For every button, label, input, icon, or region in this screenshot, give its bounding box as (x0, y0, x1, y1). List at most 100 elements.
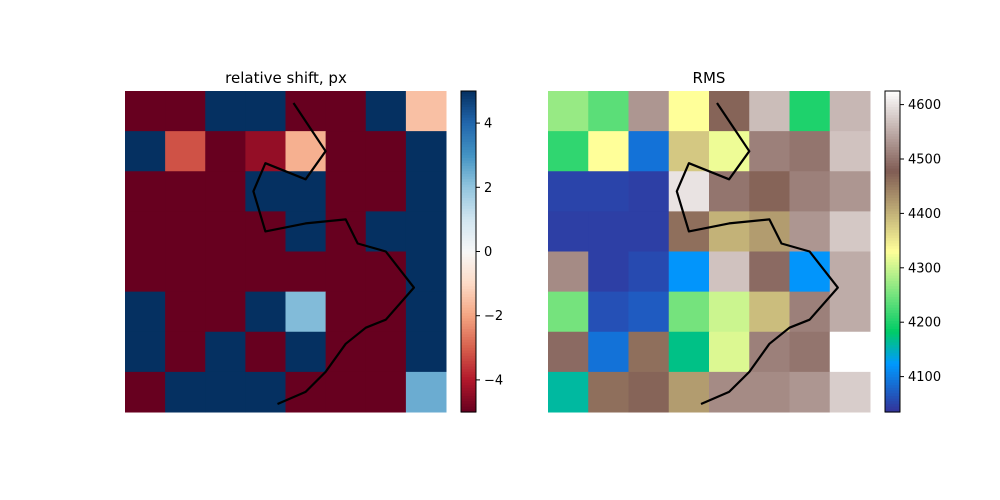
colorbar-segment (461, 96, 476, 100)
colorbar-segment (885, 251, 900, 255)
colorbar-segment (885, 371, 900, 376)
colorbar-segment (461, 112, 476, 116)
heatmap-cell (588, 91, 629, 132)
colorbar-segment (461, 382, 476, 386)
colorbar-segment (885, 173, 900, 178)
heatmap-cell (588, 371, 629, 413)
heatmap-cell (125, 331, 166, 373)
colorbar-segment (461, 104, 476, 108)
colorbar-segment (461, 206, 476, 210)
heatmap-cell (165, 211, 206, 253)
colorbar-segment (461, 224, 476, 229)
colorbar-segment (461, 144, 476, 148)
heatmap-cell (285, 251, 327, 293)
heatmap-cell (548, 291, 589, 333)
colorbar-segment (461, 117, 476, 122)
colorbar-segment (461, 337, 476, 341)
colorbar-segment (885, 259, 900, 263)
colorbar-segment (461, 136, 476, 140)
colorbar-segment (885, 200, 900, 204)
colorbar-segment (461, 259, 476, 263)
colorbar-tick-label: 2 (484, 181, 492, 196)
colorbar-segment (461, 152, 476, 156)
heatmap-cell (829, 211, 871, 253)
colorbar-frame (884, 90, 901, 413)
heatmap-cell (165, 331, 206, 373)
colorbar-segment (885, 337, 900, 341)
colorbar-tick-label: 0 (484, 245, 492, 260)
heatmap-cell (829, 171, 871, 212)
heatmap-cell (325, 91, 367, 132)
heatmap-cell (709, 91, 750, 132)
colorbar-segment (461, 125, 476, 130)
colorbar-segment (885, 254, 900, 258)
colorbar-segment (885, 104, 900, 108)
colorbar-segment (885, 203, 900, 207)
colorbar-segment (461, 280, 476, 285)
colorbar-tick-label: 4 (484, 117, 492, 132)
colorbar-segment (885, 278, 900, 282)
colorbar-segment (885, 262, 900, 266)
colorbar-segment (461, 248, 476, 253)
colorbar-segment (461, 123, 476, 127)
colorbar-segment (885, 155, 900, 159)
heatmap-cell (628, 211, 670, 253)
colorbar-segment (461, 192, 476, 196)
colorbar-segment (885, 369, 900, 373)
colorbar-segment (461, 347, 476, 352)
colorbar-segment (885, 379, 900, 384)
colorbar-segment (461, 272, 476, 277)
colorbar-segment (461, 374, 476, 378)
heatmap-cell (789, 131, 831, 172)
colorbar-segment (885, 393, 900, 397)
colorbar-segment (885, 136, 900, 140)
colorbar-segment (461, 93, 476, 97)
heatmap-cell (829, 291, 871, 333)
colorbar-segment (461, 216, 476, 220)
colorbar-segment (885, 382, 900, 386)
colorbar-segment (461, 321, 476, 325)
colorbar-segment (461, 369, 476, 373)
colorbar-segment (885, 144, 900, 148)
colorbar-segment (885, 329, 900, 333)
heatmap-cell (125, 211, 166, 253)
colorbar-segment (885, 227, 900, 231)
heatmap-cell (125, 251, 166, 293)
colorbar-segment (885, 141, 900, 146)
colorbar-segment (885, 294, 900, 298)
colorbar-segment (885, 149, 900, 154)
colorbar-segment (885, 315, 900, 319)
colorbar-segment (885, 152, 900, 156)
heatmap-cell (165, 91, 206, 132)
colorbar-segment (885, 216, 900, 220)
colorbar-segment (461, 227, 476, 231)
heatmap-cell (548, 131, 589, 172)
colorbar-segment (461, 406, 476, 410)
colorbar-segment (885, 133, 900, 138)
heatmap-cell (668, 251, 710, 293)
colorbar-segment (885, 321, 900, 325)
shift-boundary-line (252, 102, 415, 406)
colorbar-segment (461, 366, 476, 370)
colorbar-segment (461, 101, 476, 105)
colorbar-segment (885, 406, 900, 410)
colorbar-segment (885, 323, 900, 327)
heatmap-cell (709, 291, 750, 333)
heatmap-cell (325, 371, 367, 413)
colorbar-segment (461, 195, 476, 199)
colorbar-segment (885, 139, 900, 143)
colorbar-segment (461, 171, 476, 175)
colorbar-segment (461, 219, 476, 223)
heatmap-cell (548, 371, 589, 413)
colorbar-segment (461, 275, 476, 279)
colorbar-segment (461, 291, 476, 295)
heatmap-cell (245, 251, 287, 293)
colorbar-segment (461, 109, 476, 113)
heatmap-cell (789, 171, 831, 212)
colorbar-segment (885, 305, 900, 309)
heatmap-cell (365, 251, 407, 293)
heatmap-cell (789, 91, 831, 132)
colorbar-segment (885, 342, 900, 346)
